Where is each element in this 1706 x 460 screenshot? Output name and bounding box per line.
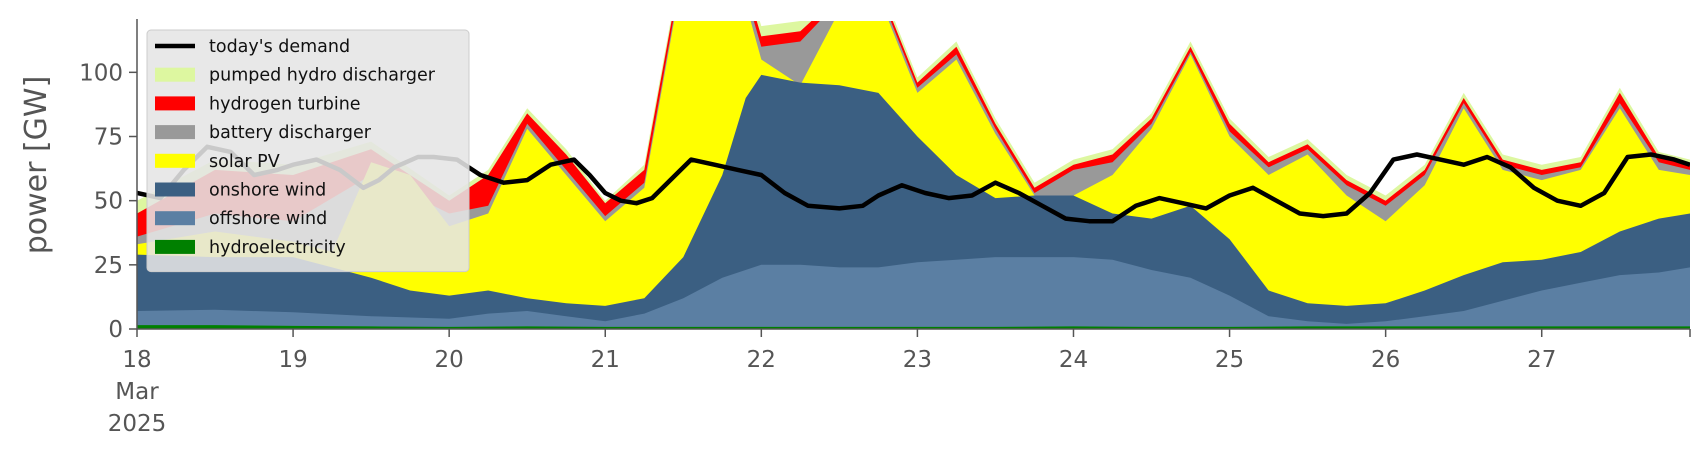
legend-label-solar-pv: solar PV bbox=[209, 152, 280, 172]
legend-swatch-solar-pv bbox=[155, 153, 195, 168]
y-tick-label: 25 bbox=[94, 253, 123, 279]
x-tick-label: 26 bbox=[1371, 347, 1400, 373]
y-tick-label: 75 bbox=[94, 125, 123, 151]
area-offshore-wind bbox=[137, 257, 1690, 329]
y-tick-label: 50 bbox=[94, 189, 123, 215]
legend-label-onshore-wind: onshore wind bbox=[209, 181, 326, 201]
area-layer bbox=[137, 21, 1690, 329]
legend-swatch-battery-discharger bbox=[155, 125, 195, 140]
x-tick-label: 21 bbox=[591, 347, 620, 373]
x-tick-label: 19 bbox=[278, 347, 307, 373]
y-tick-label: 0 bbox=[108, 317, 123, 343]
y-axis-title: power [GW] bbox=[19, 76, 54, 255]
legend-label-battery-discharger: battery discharger bbox=[209, 123, 372, 143]
legend: today's demand pumped hydro discharger hyd… bbox=[146, 29, 470, 273]
x-tick-label: 27 bbox=[1527, 347, 1556, 373]
legend-swatch-hydrogen-turbine bbox=[155, 96, 195, 111]
legend-label-hydroelectricity: hydroelectricity bbox=[209, 238, 346, 258]
x-tick-label-start: 18 bbox=[122, 347, 151, 373]
legend-label-today-s-demand: today's demand bbox=[209, 37, 350, 57]
legend-label-offshore-wind: offshore wind bbox=[209, 209, 327, 229]
legend-swatch-offshore-wind bbox=[155, 211, 195, 226]
legend-box bbox=[146, 29, 470, 273]
x-tick-label: 25 bbox=[1215, 347, 1244, 373]
x-tick-label-start: 2025 bbox=[108, 411, 167, 437]
legend-swatch-pumped-hydro-discharger bbox=[155, 67, 195, 82]
x-tick-label: 20 bbox=[435, 347, 464, 373]
x-tick-label: 24 bbox=[1059, 347, 1088, 373]
x-tick-label: 22 bbox=[747, 347, 776, 373]
legend-label-pumped-hydro-discharger: pumped hydro discharger bbox=[209, 66, 436, 86]
x-tick-label-start: Mar bbox=[115, 379, 159, 405]
area-hydroelectricity bbox=[137, 325, 1690, 329]
axes: 0 25 50 75 100 18 Mar 2025 19 20 21 22 23 24 25 26 27 bbox=[79, 19, 1691, 437]
legend-swatch-onshore-wind bbox=[155, 182, 195, 197]
area-onshore-wind bbox=[137, 74, 1690, 329]
y-tick-label: 100 bbox=[79, 60, 123, 86]
legend-swatch-hydroelectricity bbox=[155, 239, 195, 254]
x-tick-label: 23 bbox=[903, 347, 932, 373]
legend-label-hydrogen-turbine: hydrogen turbine bbox=[209, 94, 361, 114]
